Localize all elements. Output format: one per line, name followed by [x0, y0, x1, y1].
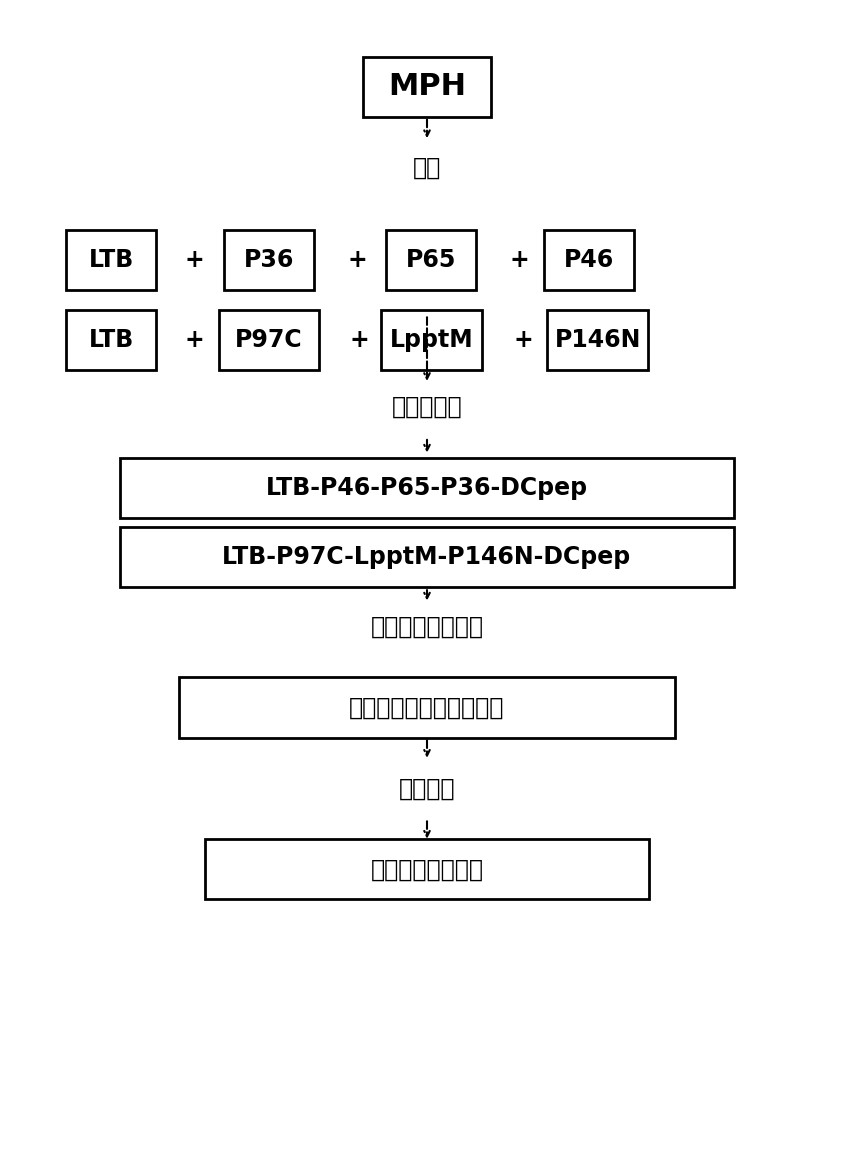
- Text: +: +: [184, 249, 205, 272]
- FancyBboxPatch shape: [205, 839, 648, 899]
- Text: 挑选: 挑选: [412, 156, 441, 179]
- Text: 动物实验: 动物实验: [398, 777, 455, 800]
- Text: MPH: MPH: [387, 72, 466, 102]
- FancyBboxPatch shape: [119, 527, 734, 587]
- FancyBboxPatch shape: [547, 310, 647, 370]
- FancyBboxPatch shape: [380, 310, 481, 370]
- Text: LTB-P46-P65-P36-DCpep: LTB-P46-P65-P36-DCpep: [265, 476, 588, 499]
- Text: +: +: [508, 249, 529, 272]
- Text: LTB: LTB: [89, 249, 133, 272]
- Text: P36: P36: [244, 249, 293, 272]
- Text: P146N: P146N: [554, 328, 641, 351]
- Text: +: +: [513, 328, 533, 351]
- Text: +: +: [184, 328, 205, 351]
- Text: LpptM: LpptM: [389, 328, 473, 351]
- FancyBboxPatch shape: [67, 310, 155, 370]
- FancyBboxPatch shape: [179, 677, 674, 738]
- Text: +: +: [349, 328, 369, 351]
- Text: +: +: [346, 249, 367, 272]
- FancyBboxPatch shape: [386, 230, 476, 290]
- Text: P65: P65: [406, 249, 456, 272]
- FancyBboxPatch shape: [363, 57, 490, 117]
- Text: P46: P46: [564, 249, 613, 272]
- FancyBboxPatch shape: [223, 230, 314, 290]
- Text: LTB-P97C-LpptM-P146N-DCpep: LTB-P97C-LpptM-P146N-DCpep: [222, 546, 631, 569]
- Text: 评价疫苗保护效果: 评价疫苗保护效果: [370, 858, 483, 881]
- FancyBboxPatch shape: [218, 310, 319, 370]
- Text: LTB: LTB: [89, 328, 133, 351]
- FancyBboxPatch shape: [544, 230, 633, 290]
- Text: 表达、纯化、配苗: 表达、纯化、配苗: [370, 615, 483, 638]
- FancyBboxPatch shape: [119, 458, 734, 518]
- FancyBboxPatch shape: [67, 230, 155, 290]
- Text: P97C: P97C: [235, 328, 303, 351]
- Text: 密码子优化: 密码子优化: [392, 395, 461, 418]
- Text: 猪肺炎支原体亚单位疫苗: 猪肺炎支原体亚单位疫苗: [349, 696, 504, 719]
